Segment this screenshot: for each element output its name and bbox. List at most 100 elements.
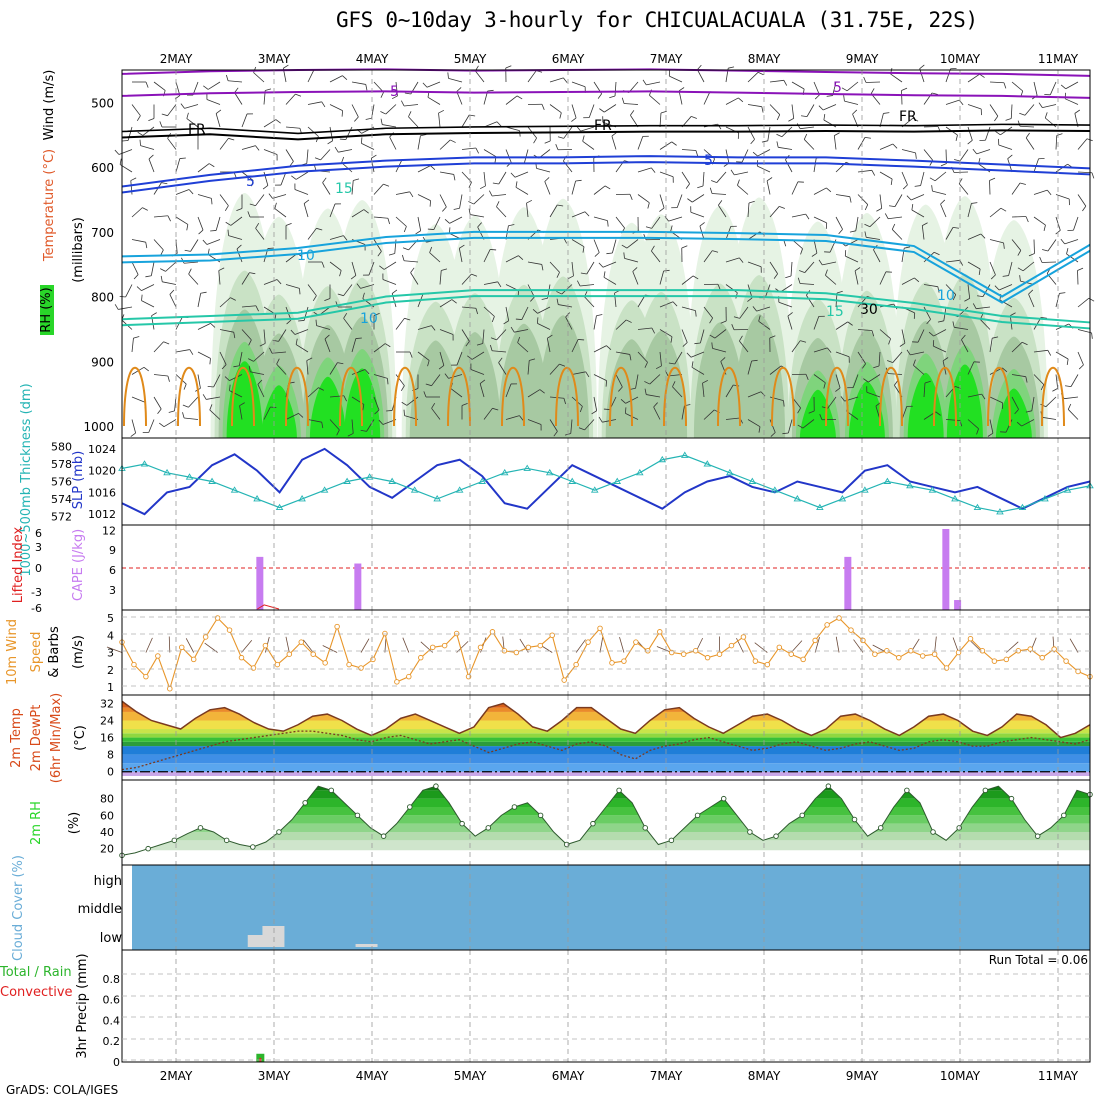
wind-barb-flag <box>738 97 744 103</box>
wind-barb-flag <box>664 216 669 222</box>
wind-barb-flag <box>1074 109 1081 114</box>
wind-barb <box>901 277 915 285</box>
wind-barb-flag <box>585 371 590 378</box>
page-title: GFS 0~10day 3-hourly for CHICUALACUALA (… <box>336 8 978 32</box>
wind-barb <box>197 351 211 359</box>
wind-barb <box>791 81 805 90</box>
wind-speed-marker <box>943 665 950 671</box>
wind-barb <box>637 327 652 330</box>
wind-barb-flag <box>157 408 162 414</box>
wind-barb-flag <box>887 360 893 363</box>
wind-barb-flag <box>849 230 856 233</box>
wind-barb-flag <box>922 222 928 226</box>
wind-barb <box>806 295 815 308</box>
wind-barb <box>473 194 485 205</box>
wind-barb-flag <box>937 286 940 293</box>
wind-barb-flag <box>160 249 164 256</box>
wind-barb-flag <box>929 177 936 182</box>
rh-marker <box>197 825 204 831</box>
wind-barb <box>505 306 510 321</box>
wind-barb-flag <box>709 334 716 339</box>
rh-marker <box>433 783 439 789</box>
wind-barb-flag <box>935 411 941 416</box>
x-tick-label-bottom: 4MAY <box>356 1069 389 1083</box>
wind-barb <box>527 261 542 265</box>
wind-barb-flag <box>179 157 186 159</box>
wind-barb-flag <box>1019 182 1026 185</box>
wind-barb-flag <box>1066 358 1069 365</box>
wind-barb-flag <box>133 336 140 339</box>
wind-speed-marker <box>274 661 281 668</box>
thickness-marker <box>500 468 509 476</box>
y-tick-label: 16 <box>100 732 114 745</box>
wind-barb-flag <box>912 117 919 122</box>
wind-barb-flag <box>265 88 272 91</box>
wind-barb-flag <box>188 189 194 195</box>
rh-series-line <box>121 785 1091 856</box>
wind-speed-marker <box>1063 658 1069 664</box>
wind-barb <box>714 329 727 339</box>
wind-barb-flag <box>629 194 633 200</box>
wind-barb-flag <box>391 95 398 100</box>
wind-barb-flag <box>208 163 215 168</box>
wind-barb <box>461 329 470 342</box>
isotherm-line-secondary <box>121 129 1091 141</box>
rh-marker <box>694 812 701 819</box>
wind-barb <box>593 185 606 195</box>
wind-barb-flag <box>544 177 550 182</box>
isotherm-line-secondary <box>121 236 1091 304</box>
wind-barb-flag <box>888 338 891 345</box>
wind-barb-flag <box>180 103 185 109</box>
wind-barb <box>1055 374 1059 389</box>
wind-barb <box>659 351 662 366</box>
wind-barb-flag <box>429 246 433 253</box>
wind-barb <box>769 365 782 375</box>
wind-barb-flag <box>1040 316 1047 319</box>
wind-barb-flag <box>884 213 889 219</box>
wind-barb-flag <box>750 139 755 145</box>
wind-barb <box>674 351 683 365</box>
wind-barb <box>197 194 212 199</box>
thickness-marker <box>748 477 757 484</box>
wind-speed-marker <box>334 623 340 630</box>
wind-barb-flag <box>1025 132 1030 139</box>
wind-barb-10m <box>456 641 469 653</box>
wind-barb-flag <box>218 267 225 271</box>
wind-barb <box>813 374 826 384</box>
wind-barb <box>215 113 221 128</box>
y-tick-label: 32 <box>100 697 114 710</box>
wind-barb <box>835 351 850 358</box>
wind-barb <box>218 270 221 285</box>
wind-barb-flag <box>1016 421 1022 427</box>
wind-barb-flag <box>801 115 808 118</box>
wind-barb <box>459 194 463 209</box>
wind-barb-flag <box>547 334 553 339</box>
wind-barb <box>213 374 221 388</box>
wind-barb <box>521 306 529 320</box>
wind-barb-flag <box>841 87 848 92</box>
wind-barb-10m <box>106 646 123 653</box>
thickness-marker <box>455 486 464 493</box>
wind-barb <box>546 338 551 353</box>
wind-barb-flag <box>519 415 524 421</box>
wind-barb-flag <box>492 182 499 185</box>
wind-barb <box>989 338 993 353</box>
wind-barb <box>822 261 837 266</box>
wind-speed-marker <box>967 635 974 642</box>
wind-barb <box>845 255 859 263</box>
wind-barb <box>458 248 463 263</box>
wind-barb <box>615 374 623 388</box>
wind-barb-flag <box>306 357 313 361</box>
wind-barb <box>857 137 866 150</box>
wind-barb-flag <box>461 402 468 406</box>
wind-barb <box>395 216 407 227</box>
wind-barb <box>351 261 357 276</box>
wind-barb-flag <box>384 343 391 348</box>
wind-barb-flag <box>621 97 625 104</box>
y-axis-label-units: (°C) <box>73 725 88 751</box>
wind-barb <box>659 171 674 178</box>
wind-barb <box>439 139 451 150</box>
x-tick-label-bottom: 2MAY <box>160 1069 193 1083</box>
wind-barb <box>879 271 887 285</box>
